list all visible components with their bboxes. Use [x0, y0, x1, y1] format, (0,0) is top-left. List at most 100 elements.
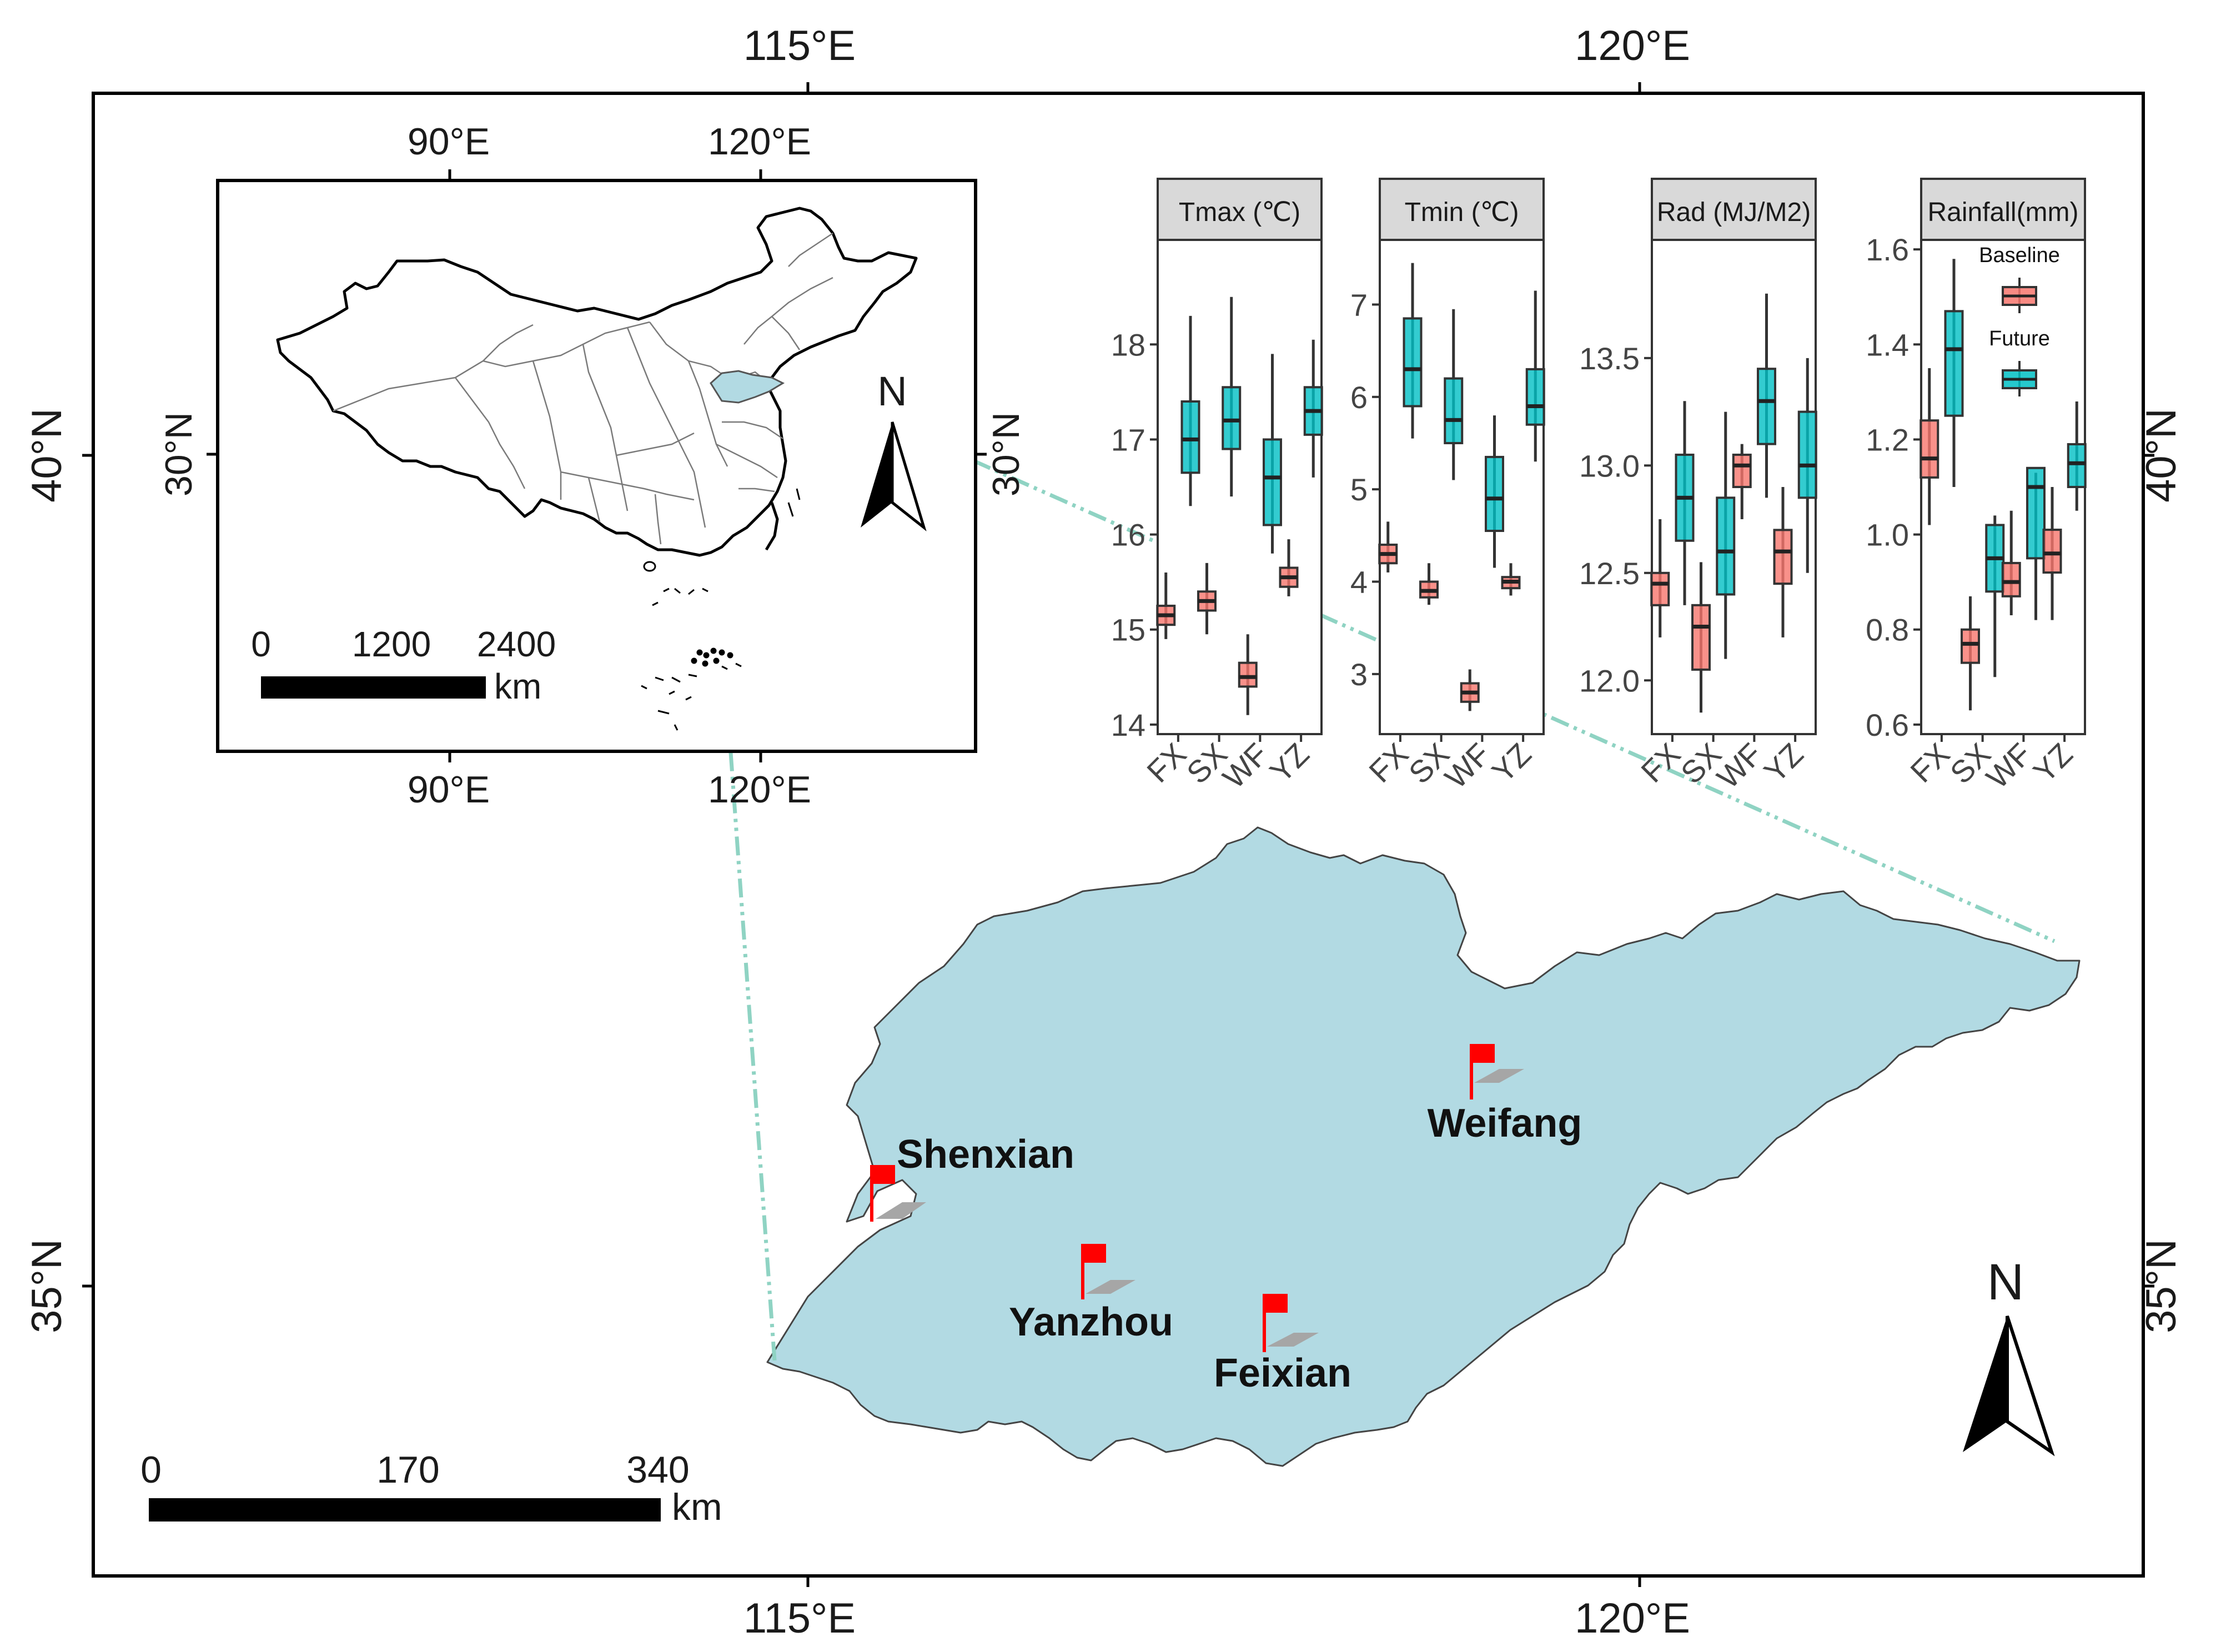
site-flag-weifang	[1470, 1044, 1524, 1099]
panel-title: Rad (MJ/M2)	[1657, 198, 1811, 227]
box-future	[1222, 386, 1242, 450]
inset-scale-label-1200: 1200	[352, 624, 431, 664]
main-scale-label-170: 170	[376, 1449, 439, 1491]
boxplot-panel-4: Rainfall(mm)0.60.81.01.21.41.6FXSXWFYZBa…	[1866, 178, 2087, 795]
inset-ticks	[207, 169, 987, 762]
main-map-frame	[92, 92, 2145, 1578]
box-future	[1716, 496, 1736, 596]
y-tick-label: 1.4	[1866, 327, 1909, 362]
main-scale-label-0: 0	[140, 1449, 162, 1491]
box-future	[1180, 400, 1200, 474]
x-tick-label: YZ	[1485, 736, 1537, 789]
y-tick-label: 6	[1350, 380, 1368, 415]
y-tick-label: 0.8	[1866, 612, 1909, 647]
y-tick-label: 3	[1350, 657, 1368, 692]
box-baseline	[1650, 571, 1670, 606]
y-tick-label: 1.2	[1866, 422, 1909, 457]
main-lat-label-right-1: 40°N	[2138, 408, 2185, 503]
panel-title: Tmin (℃)	[1405, 198, 1519, 227]
box-baseline	[1732, 453, 1752, 489]
main-lat-label-left-1: 40°N	[23, 408, 71, 503]
main-lon-ticks	[82, 82, 2154, 1587]
box-future	[1797, 410, 1817, 499]
box-baseline	[1961, 628, 1980, 664]
inset-lat-label-left: 30°N	[158, 412, 200, 496]
main-north-arrow-icon	[1963, 1315, 2055, 1457]
box-future	[1444, 377, 1464, 444]
box-future	[1485, 455, 1504, 533]
inset-lon-label-bottom-2: 120°E	[708, 769, 811, 811]
main-scale-unit: km	[672, 1486, 722, 1528]
main-north-label: N	[1987, 1254, 2024, 1310]
box-future	[1944, 310, 1964, 417]
y-tick-label: 18	[1111, 327, 1145, 362]
main-lat-label-left-2: 35°N	[23, 1239, 71, 1333]
y-tick-label: 0.6	[1866, 707, 1909, 742]
box-future	[1403, 317, 1423, 408]
panel-strip	[1157, 178, 1323, 241]
y-tick-label: 12.5	[1579, 556, 1640, 591]
main-lon-label-bottom-2: 120°E	[1575, 1595, 1690, 1642]
shandong-province	[766, 826, 2081, 1467]
inset-lon-label-bottom-1: 90°E	[408, 769, 490, 811]
main-lon-label-bottom-1: 115°E	[743, 1595, 856, 1642]
box-future	[2026, 466, 2046, 560]
panel-strip	[1379, 178, 1545, 241]
box-future	[1263, 438, 1282, 526]
site-flag-shenxian	[870, 1165, 926, 1222]
y-tick-label: 13.0	[1579, 448, 1640, 483]
site-label-yanzhou: Yanzhou	[1009, 1300, 1173, 1344]
box-future	[1525, 368, 1545, 426]
inset-shandong-highlight	[710, 370, 785, 404]
main-lon-label-top-2: 120°E	[1575, 22, 1690, 69]
x-tick-label: YZ	[1757, 736, 1810, 789]
inset-islands	[641, 488, 801, 731]
x-tick-label: YZ	[1263, 736, 1315, 789]
china-province-lines	[333, 232, 833, 545]
box-future	[2067, 443, 2087, 489]
y-tick-label: 5	[1350, 472, 1368, 507]
site-label-shenxian: Shenxian	[897, 1132, 1074, 1177]
box-baseline	[2042, 529, 2062, 574]
box-future	[1757, 368, 1776, 445]
y-tick-label: 13.5	[1579, 341, 1640, 376]
inset-lon-label-top-2: 120°E	[708, 120, 811, 163]
inset-lon-label-top-1: 90°E	[408, 120, 490, 163]
inset-scale-label-0: 0	[251, 624, 271, 664]
main-lat-label-right-2: 35°N	[2138, 1239, 2185, 1333]
inset-scale-bar	[261, 676, 486, 699]
main-scale-bar	[149, 1498, 661, 1522]
box-baseline	[1920, 419, 1939, 479]
main-lon-label-top-1: 115°E	[743, 22, 856, 69]
china-outline	[276, 207, 918, 557]
y-tick-label: 14	[1111, 707, 1145, 742]
box-baseline	[1691, 604, 1711, 671]
y-tick-label: 12.0	[1579, 663, 1640, 698]
y-tick-label: 16	[1111, 518, 1145, 553]
site-flag-yanzhou	[1081, 1244, 1135, 1299]
y-tick-label: 7	[1350, 287, 1368, 322]
panel-plot-area	[1157, 239, 1323, 735]
inset-scale-unit: km	[494, 666, 541, 706]
panel-title: Tmax (℃)	[1179, 198, 1300, 227]
box-baseline	[1773, 529, 1793, 585]
box-baseline	[1238, 661, 1258, 688]
y-tick-label: 15	[1111, 612, 1145, 647]
inset-north-arrow-icon	[861, 421, 927, 531]
inset-lat-label-right: 30°N	[985, 412, 1027, 496]
site-label-feixian: Feixian	[1214, 1351, 1351, 1395]
panel-strip	[1651, 178, 1817, 241]
main-scale-label-340: 340	[626, 1449, 689, 1491]
panel-title: Rainfall(mm)	[1927, 198, 2078, 227]
y-tick-label: 1.0	[1866, 518, 1909, 553]
panel-plot-area	[1379, 239, 1545, 735]
box-baseline	[2001, 561, 2021, 597]
legend-label: Future	[1989, 327, 2050, 350]
y-tick-label: 4	[1350, 565, 1368, 600]
inset-north-label: N	[877, 368, 907, 414]
site-label-weifang: Weifang	[1428, 1101, 1582, 1146]
